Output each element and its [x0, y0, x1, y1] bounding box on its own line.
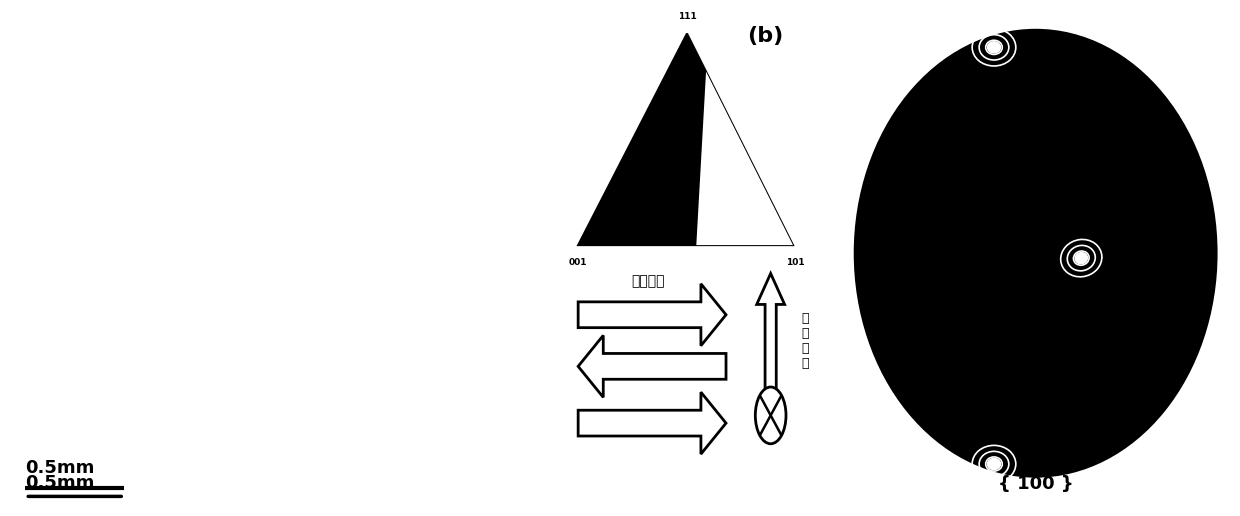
FancyArrow shape	[578, 335, 727, 397]
Polygon shape	[422, 237, 481, 300]
FancyArrow shape	[578, 392, 727, 454]
Ellipse shape	[987, 42, 1001, 53]
Polygon shape	[166, 110, 195, 137]
Polygon shape	[376, 296, 392, 313]
Polygon shape	[157, 130, 294, 283]
Text: 0.5mm: 0.5mm	[25, 474, 94, 492]
Ellipse shape	[1210, 458, 1221, 470]
Polygon shape	[477, 297, 538, 363]
Text: 111: 111	[677, 12, 697, 21]
Polygon shape	[423, 101, 480, 168]
Polygon shape	[10, 178, 47, 225]
Text: { 100 }: { 100 }	[998, 475, 1074, 493]
Polygon shape	[486, 223, 518, 262]
Polygon shape	[43, 135, 69, 164]
Polygon shape	[56, 209, 91, 245]
Polygon shape	[274, 68, 346, 149]
Ellipse shape	[1075, 252, 1087, 264]
Text: 101: 101	[786, 258, 805, 267]
Polygon shape	[248, 441, 283, 478]
Polygon shape	[381, 433, 432, 485]
Polygon shape	[429, 170, 474, 212]
Text: (b): (b)	[746, 26, 784, 46]
Polygon shape	[296, 227, 381, 320]
Ellipse shape	[987, 458, 1001, 470]
Polygon shape	[469, 266, 512, 312]
Polygon shape	[72, 404, 98, 432]
Ellipse shape	[1210, 42, 1221, 53]
Polygon shape	[136, 346, 157, 366]
Polygon shape	[286, 238, 312, 268]
Circle shape	[856, 30, 1216, 476]
Polygon shape	[697, 72, 794, 245]
FancyArrow shape	[756, 273, 785, 402]
Polygon shape	[347, 6, 420, 87]
Polygon shape	[72, 3, 154, 90]
Polygon shape	[250, 1, 314, 61]
Polygon shape	[20, 343, 60, 390]
Circle shape	[755, 387, 786, 444]
Polygon shape	[22, 0, 68, 44]
FancyArrow shape	[578, 284, 727, 346]
Polygon shape	[263, 270, 279, 287]
Polygon shape	[99, 378, 126, 406]
Text: 0.5mm: 0.5mm	[25, 459, 94, 477]
Polygon shape	[419, 282, 484, 358]
Polygon shape	[578, 34, 794, 245]
Polygon shape	[174, 455, 198, 484]
Text: 001: 001	[569, 258, 588, 267]
Polygon shape	[9, 87, 71, 151]
Text: 堆
积
方
向: 堆 积 方 向	[802, 312, 810, 369]
Polygon shape	[480, 1, 513, 30]
Polygon shape	[311, 387, 331, 408]
Text: 扫描方向: 扫描方向	[631, 274, 665, 288]
